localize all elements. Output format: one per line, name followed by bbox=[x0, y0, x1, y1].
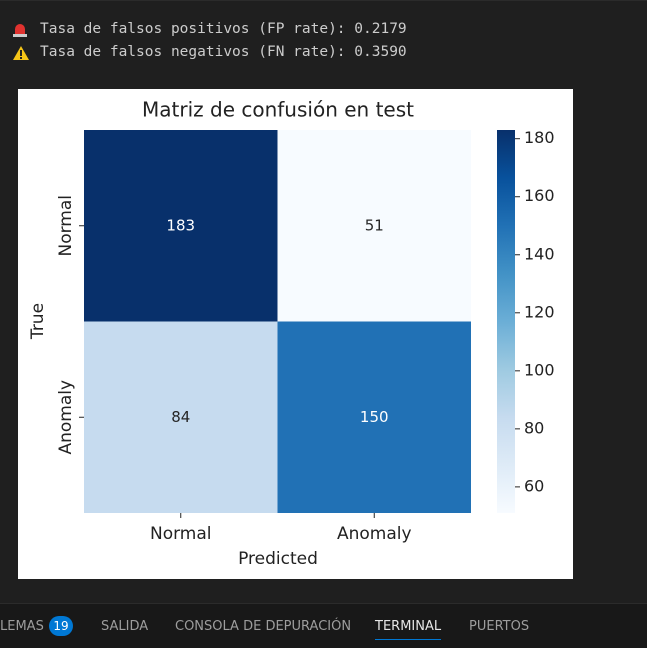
y-tick-label: Anomaly bbox=[56, 380, 76, 455]
heatmap-cell bbox=[277, 321, 471, 513]
colorbar-tick-label: 80 bbox=[524, 418, 544, 437]
tab[interactable]: LEMAS bbox=[0, 619, 44, 634]
colorbar bbox=[497, 130, 515, 513]
terminal-line: Tasa de falsos negativos (FN rate): 0.35… bbox=[40, 44, 407, 60]
tab[interactable]: CONSOLA DE DEPURACIÓN bbox=[175, 619, 352, 634]
terminal-line: Tasa de falsos positivos (FP rate): 0.21… bbox=[40, 21, 407, 37]
bottom-panel: LEMAS 19 SALIDA CONSOLA DE DEPURACIÓN TE… bbox=[0, 603, 647, 648]
heatmap-cell bbox=[84, 130, 278, 322]
x-tick-label: Anomaly bbox=[337, 524, 412, 544]
y-tick-label: Normal bbox=[56, 195, 76, 257]
x-axis-label: Predicted bbox=[238, 549, 318, 569]
tab[interactable]: PUERTOS bbox=[469, 619, 530, 634]
cell-label: 51 bbox=[365, 216, 384, 234]
cell-label: 84 bbox=[171, 408, 190, 426]
chart: Matriz de confusión en test Predicted Tr… bbox=[18, 89, 573, 579]
cell-label: 150 bbox=[360, 408, 389, 426]
cell-label: 183 bbox=[166, 216, 195, 234]
x-tick-label: Normal bbox=[150, 524, 212, 544]
colorbar-tick-label: 60 bbox=[524, 476, 544, 495]
tab[interactable]: SALIDA bbox=[101, 619, 149, 634]
tab-active[interactable]: TERMINAL bbox=[375, 619, 442, 640]
y-axis-label: True bbox=[28, 303, 48, 340]
colorbar-tick-label: 160 bbox=[524, 186, 555, 205]
heatmap-cell bbox=[277, 130, 471, 322]
warning-icon bbox=[13, 46, 29, 60]
terminal: Tasa de falsos positivos (FP rate): 0.21… bbox=[0, 0, 647, 579]
colorbar-tick-label: 140 bbox=[524, 244, 555, 263]
problems-badge: 19 bbox=[49, 616, 73, 636]
heatmap-cell bbox=[84, 321, 278, 513]
chart-title: Matriz de confusión en test bbox=[142, 98, 414, 122]
colorbar-tick-label: 120 bbox=[524, 302, 555, 321]
colorbar-tick-label: 180 bbox=[524, 128, 555, 147]
colorbar-tick-label: 100 bbox=[524, 360, 555, 379]
siren-icon bbox=[13, 24, 27, 37]
